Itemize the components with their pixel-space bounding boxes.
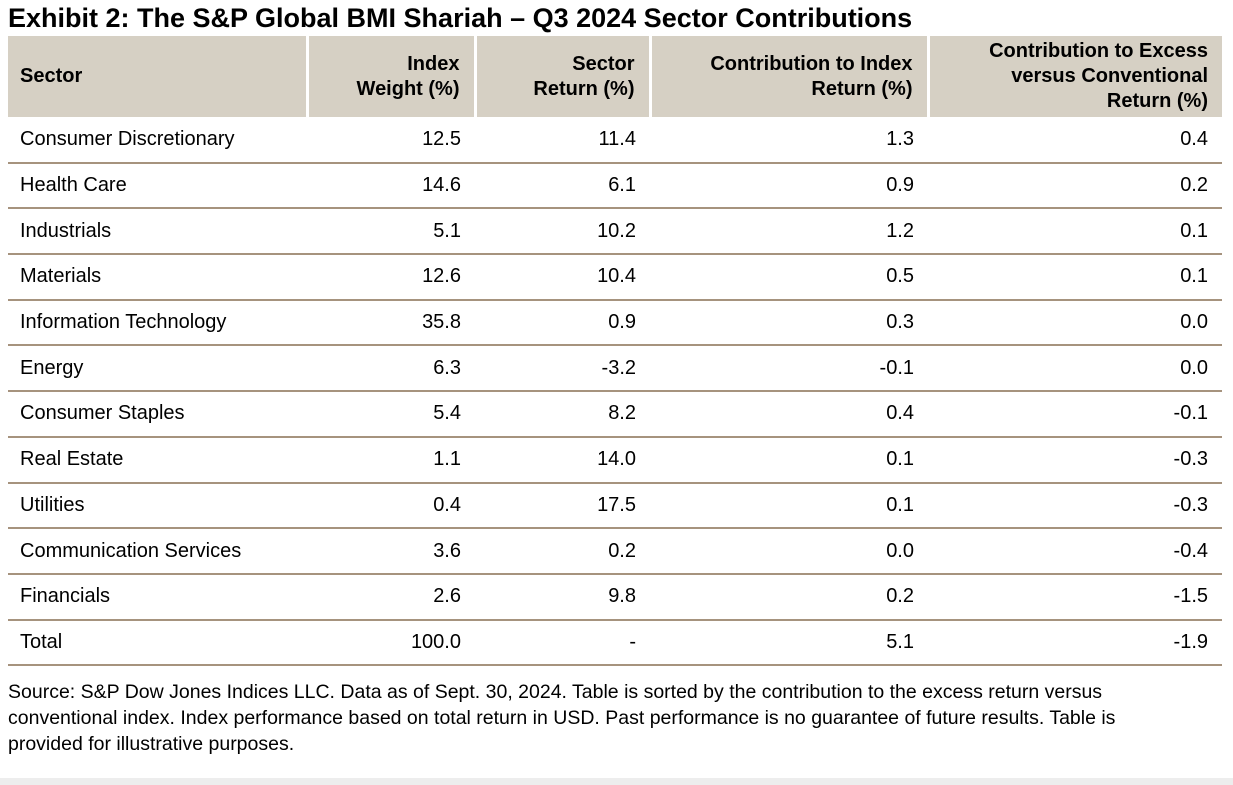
cell-sector-return: 11.4 xyxy=(475,117,650,164)
cell-sector: Real Estate xyxy=(8,436,307,484)
table-row: Information Technology 35.8 0.9 0.3 0.0 xyxy=(8,299,1222,347)
bottom-edge-bar xyxy=(0,778,1233,785)
cell-index-weight: 12.6 xyxy=(307,254,475,301)
cell-index-weight: 35.8 xyxy=(307,299,475,347)
cell-sector-return: - xyxy=(475,619,650,667)
table-row: Communication Services 3.6 0.2 0.0 -0.4 xyxy=(8,528,1222,575)
cell-contribution-excess-return: -0.3 xyxy=(928,436,1222,484)
cell-sector-return: 14.0 xyxy=(475,436,650,484)
cell-sector-return: 10.4 xyxy=(475,254,650,301)
cell-contribution-index-return: 1.3 xyxy=(650,117,928,164)
cell-contribution-excess-return: -1.5 xyxy=(928,573,1222,621)
cell-contribution-index-return: 0.4 xyxy=(650,391,928,438)
cell-index-weight: 100.0 xyxy=(307,619,475,667)
table-row: Utilities 0.4 17.5 0.1 -0.3 xyxy=(8,482,1222,530)
cell-contribution-excess-return: 0.2 xyxy=(928,162,1222,210)
cell-sector-return: 0.2 xyxy=(475,528,650,575)
cell-contribution-excess-return: 0.0 xyxy=(928,299,1222,347)
cell-sector: Energy xyxy=(8,345,307,393)
cell-contribution-excess-return: -0.1 xyxy=(928,391,1222,438)
sector-contributions-table: Sector Index Weight (%) Sector Return (%… xyxy=(8,36,1222,667)
cell-index-weight: 0.4 xyxy=(307,482,475,530)
exhibit-page: Exhibit 2: The S&P Global BMI Shariah – … xyxy=(8,3,1222,756)
cell-index-weight: 5.4 xyxy=(307,391,475,438)
cell-sector: Communication Services xyxy=(8,528,307,575)
table-row: Energy 6.3 -3.2 -0.1 0.0 xyxy=(8,345,1222,393)
cell-sector: Health Care xyxy=(8,162,307,210)
cell-sector-return: 17.5 xyxy=(475,482,650,530)
cell-contribution-index-return: 0.0 xyxy=(650,528,928,575)
cell-contribution-excess-return: 0.1 xyxy=(928,208,1222,256)
cell-contribution-index-return: 0.3 xyxy=(650,299,928,347)
cell-contribution-excess-return: -0.3 xyxy=(928,482,1222,530)
cell-sector-return: 10.2 xyxy=(475,208,650,256)
cell-contribution-index-return: 1.2 xyxy=(650,208,928,256)
column-header-contribution-excess-return: Contribution to Excess versus Convention… xyxy=(926,36,1222,117)
cell-index-weight: 3.6 xyxy=(307,528,475,575)
cell-contribution-index-return: -0.1 xyxy=(650,345,928,393)
cell-index-weight: 12.5 xyxy=(307,117,475,164)
cell-sector: Consumer Discretionary xyxy=(8,117,307,164)
table-body: Consumer Discretionary 12.5 11.4 1.3 0.4… xyxy=(8,117,1222,667)
cell-sector-return: 9.8 xyxy=(475,573,650,621)
table-header-row: Sector Index Weight (%) Sector Return (%… xyxy=(8,36,1222,117)
cell-index-weight: 1.1 xyxy=(307,436,475,484)
cell-sector: Information Technology xyxy=(8,299,307,347)
column-header-sector: Sector xyxy=(8,36,307,117)
cell-sector: Materials xyxy=(8,254,307,301)
cell-contribution-index-return: 0.1 xyxy=(650,436,928,484)
table-row: Industrials 5.1 10.2 1.2 0.1 xyxy=(8,208,1222,256)
column-header-contribution-index-return: Contribution to Index Return (%) xyxy=(648,36,928,117)
cell-sector-return: 8.2 xyxy=(475,391,650,438)
cell-sector-return: 0.9 xyxy=(475,299,650,347)
table-row: Consumer Staples 5.4 8.2 0.4 -0.1 xyxy=(8,391,1222,438)
cell-contribution-excess-return: 0.4 xyxy=(928,117,1222,164)
cell-contribution-excess-return: -0.4 xyxy=(928,528,1222,575)
column-header-sector-return: Sector Return (%) xyxy=(473,36,650,117)
cell-sector-return: 6.1 xyxy=(475,162,650,210)
cell-contribution-excess-return: 0.1 xyxy=(928,254,1222,301)
cell-index-weight: 14.6 xyxy=(307,162,475,210)
cell-contribution-excess-return: 0.0 xyxy=(928,345,1222,393)
cell-contribution-index-return: 5.1 xyxy=(650,619,928,667)
table-row: Financials 2.6 9.8 0.2 -1.5 xyxy=(8,573,1222,621)
column-header-index-weight: Index Weight (%) xyxy=(305,36,475,117)
table-row: Real Estate 1.1 14.0 0.1 -0.3 xyxy=(8,436,1222,484)
cell-sector: Financials xyxy=(8,573,307,621)
source-note: Source: S&P Dow Jones Indices LLC. Data … xyxy=(8,681,1116,756)
table-row: Materials 12.6 10.4 0.5 0.1 xyxy=(8,254,1222,301)
cell-sector: Industrials xyxy=(8,208,307,256)
cell-contribution-index-return: 0.2 xyxy=(650,573,928,621)
table-row: Total 100.0 - 5.1 -1.9 xyxy=(8,619,1222,667)
cell-sector-return: -3.2 xyxy=(475,345,650,393)
exhibit-title: Exhibit 2: The S&P Global BMI Shariah – … xyxy=(8,3,913,33)
table-row: Health Care 14.6 6.1 0.9 0.2 xyxy=(8,162,1222,210)
table-header: Sector Index Weight (%) Sector Return (%… xyxy=(8,36,1222,117)
cell-contribution-index-return: 0.1 xyxy=(650,482,928,530)
cell-sector: Total xyxy=(8,619,307,667)
cell-index-weight: 5.1 xyxy=(307,208,475,256)
cell-contribution-index-return: 0.5 xyxy=(650,254,928,301)
cell-contribution-excess-return: -1.9 xyxy=(928,619,1222,667)
cell-sector: Utilities xyxy=(8,482,307,530)
cell-contribution-index-return: 0.9 xyxy=(650,162,928,210)
cell-index-weight: 6.3 xyxy=(307,345,475,393)
cell-sector: Consumer Staples xyxy=(8,391,307,438)
table-row: Consumer Discretionary 12.5 11.4 1.3 0.4 xyxy=(8,117,1222,164)
cell-index-weight: 2.6 xyxy=(307,573,475,621)
